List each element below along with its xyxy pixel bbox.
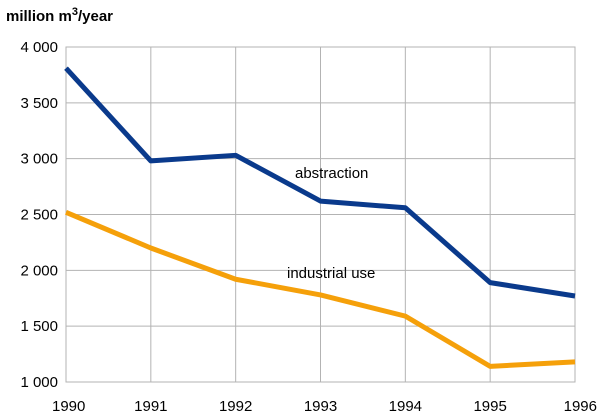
x-tick-label: 1994 <box>389 398 422 415</box>
y-tick-label: 4 000 <box>20 39 58 56</box>
x-tick-label: 1996 <box>564 398 597 415</box>
y-tick-label: 3 000 <box>20 151 58 168</box>
x-tick-label: 1990 <box>52 398 85 415</box>
series-label-abstraction: abstraction <box>295 165 368 182</box>
y-tick-label: 2 000 <box>20 262 58 279</box>
grid <box>65 46 576 383</box>
x-tick-label: 1993 <box>304 398 337 415</box>
y-tick-label: 1 000 <box>20 374 58 391</box>
series-labels: abstraction industrial use <box>287 165 375 282</box>
y-tick-label: 3 500 <box>20 95 58 112</box>
y-tick-label: 2 500 <box>20 207 58 224</box>
series-lines <box>64 66 576 369</box>
y-tick-label: 1 500 <box>20 318 58 335</box>
x-tick-label: 1991 <box>134 398 167 415</box>
x-axis-ticks: 1990 1991 1992 1993 1994 1995 1996 <box>52 398 597 415</box>
y-axis-label: million m3/year <box>6 6 113 25</box>
x-tick-label: 1992 <box>219 398 252 415</box>
series-label-industrial-use: industrial use <box>287 265 375 282</box>
y-axis-ticks: 1 000 1 500 2 000 2 500 3 000 3 500 4 000 <box>20 39 58 391</box>
x-tick-label: 1995 <box>473 398 506 415</box>
